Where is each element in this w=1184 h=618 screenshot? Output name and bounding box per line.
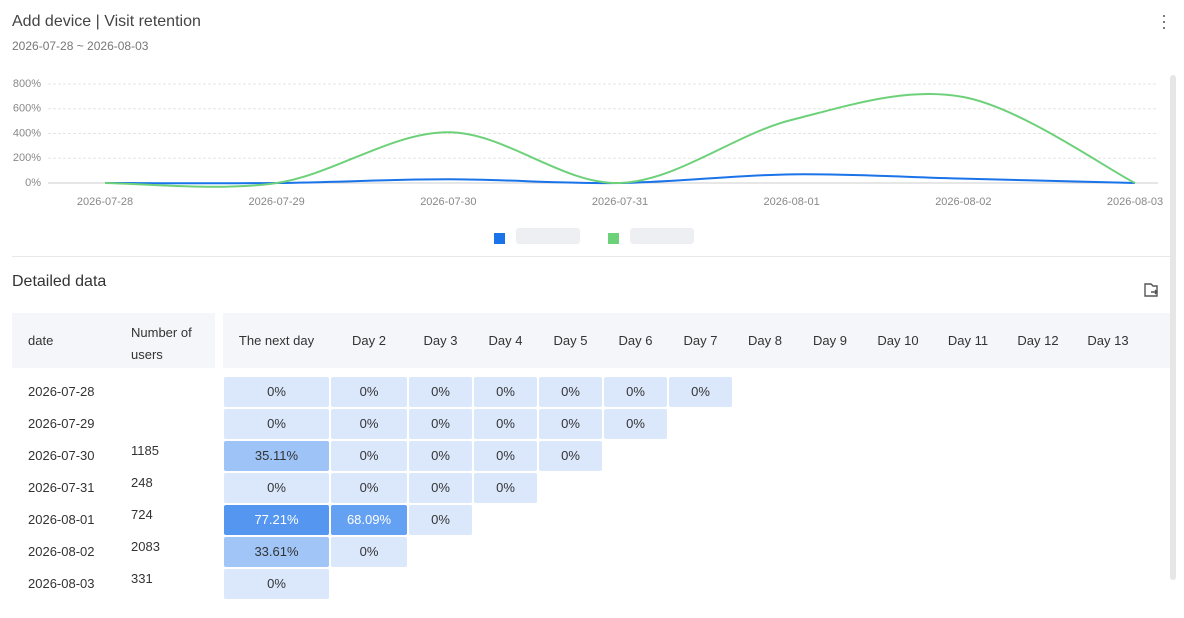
retention-cell: 0% [409, 505, 472, 535]
chart: 0% 200% 400% 600% 800% 2026-07-28 2026-07-29 20… [13, 78, 1163, 244]
retention-cell: 0% [331, 537, 407, 567]
retention-cell: 0% [539, 409, 602, 439]
x-tick-label: 2026-07-30 [420, 196, 476, 208]
row-date: 2026-08-03 [28, 576, 95, 591]
export-button[interactable] [1142, 281, 1160, 299]
y-tick-label: 600% [13, 103, 41, 115]
column-header: Day 5 [553, 333, 588, 348]
table-header-left [12, 313, 215, 368]
retention-cell: 0% [474, 473, 537, 503]
column-header: Day 13 [1087, 333, 1129, 348]
row-users: 248 [131, 475, 153, 490]
legend-swatch [608, 233, 619, 244]
column-header: Day 10 [877, 333, 919, 348]
table-title: Detailed data [12, 273, 107, 290]
retention-cell: 0% [331, 441, 407, 471]
retention-cell: 0% [331, 409, 407, 439]
legend-swatch [494, 233, 505, 244]
y-tick-label: 800% [13, 78, 41, 90]
column-header: Day 4 [488, 333, 523, 348]
column-header: Day 11 [947, 333, 989, 348]
retention-cell: 0% [604, 377, 667, 407]
date-range: 2026-07-28 ~ 2026-08-03 [12, 39, 149, 53]
retention-cell: 0% [331, 473, 407, 503]
retention-cell: 68.09% [331, 505, 407, 535]
table-header-right [223, 313, 1170, 368]
retention-cell: 0% [409, 377, 472, 407]
retention-cell: 33.61% [224, 537, 329, 567]
column-header: The next day [238, 333, 315, 348]
retention-cell: 0% [409, 441, 472, 471]
page-title: Add device | Visit retention [12, 13, 201, 30]
row-users: 724 [131, 507, 153, 522]
x-tick-label: 2026-08-02 [935, 196, 991, 208]
row-users: 331 [131, 571, 153, 586]
retention-cell: 0% [409, 409, 472, 439]
row-date: 2026-07-29 [28, 416, 95, 431]
line [104, 173, 1136, 185]
row-date: 2026-08-02 [28, 544, 95, 559]
row-date: 2026-08-01 [28, 512, 95, 527]
legend-label-redacted [630, 228, 694, 244]
retention-cell: 0% [474, 409, 537, 439]
divider [12, 256, 1172, 257]
row-date: 2026-07-28 [28, 384, 95, 399]
scrollbar[interactable] [1170, 75, 1176, 580]
retention-cell: 0% [224, 569, 329, 599]
retention-cell: 0% [539, 377, 602, 407]
retention-cell: 0% [224, 409, 329, 439]
retention-cell: 35.11% [224, 441, 329, 471]
x-tick-label: 2026-08-01 [764, 196, 820, 208]
column-header: Day 2 [352, 333, 386, 348]
retention-cell: 77.21% [224, 505, 329, 535]
retention-cell: 0% [474, 377, 537, 407]
y-tick-label: 0% [25, 177, 41, 189]
x-tick-label: 2026-08-03 [1107, 196, 1163, 208]
column-header: Day 8 [748, 333, 782, 348]
column-header: Day 7 [683, 333, 718, 348]
x-tick-label: 2026-07-31 [592, 196, 648, 208]
retention-cell: 0% [669, 377, 732, 407]
more-menu[interactable]: · · · [1161, 5, 1167, 37]
retention-cell: 0% [604, 409, 667, 439]
row-users: 2083 [131, 539, 160, 554]
retention-cell: 0% [224, 377, 329, 407]
retention-cell: 0% [224, 473, 329, 503]
retention-cell: 0% [331, 377, 407, 407]
column-header: Number of users [131, 325, 192, 362]
x-tick-label: 2026-07-29 [249, 196, 305, 208]
row-date: 2026-07-30 [28, 448, 95, 463]
retention-cell: 0% [474, 441, 537, 471]
line [104, 92, 1136, 188]
row-date: 2026-07-31 [28, 480, 95, 495]
column-header: date [28, 333, 54, 348]
y-tick-label: 400% [13, 127, 41, 139]
column-header: Day 9 [813, 333, 847, 348]
column-header: Day 3 [423, 333, 458, 348]
column-header: Day 6 [618, 333, 653, 348]
legend-label-redacted [516, 228, 580, 244]
column-header: Day 12 [1017, 333, 1059, 348]
retention-cell: 0% [539, 441, 602, 471]
x-tick-label: 2026-07-28 [77, 196, 133, 208]
retention-cell: 0% [409, 473, 472, 503]
y-tick-label: 200% [13, 152, 41, 164]
row-users: 1185 [131, 443, 159, 458]
